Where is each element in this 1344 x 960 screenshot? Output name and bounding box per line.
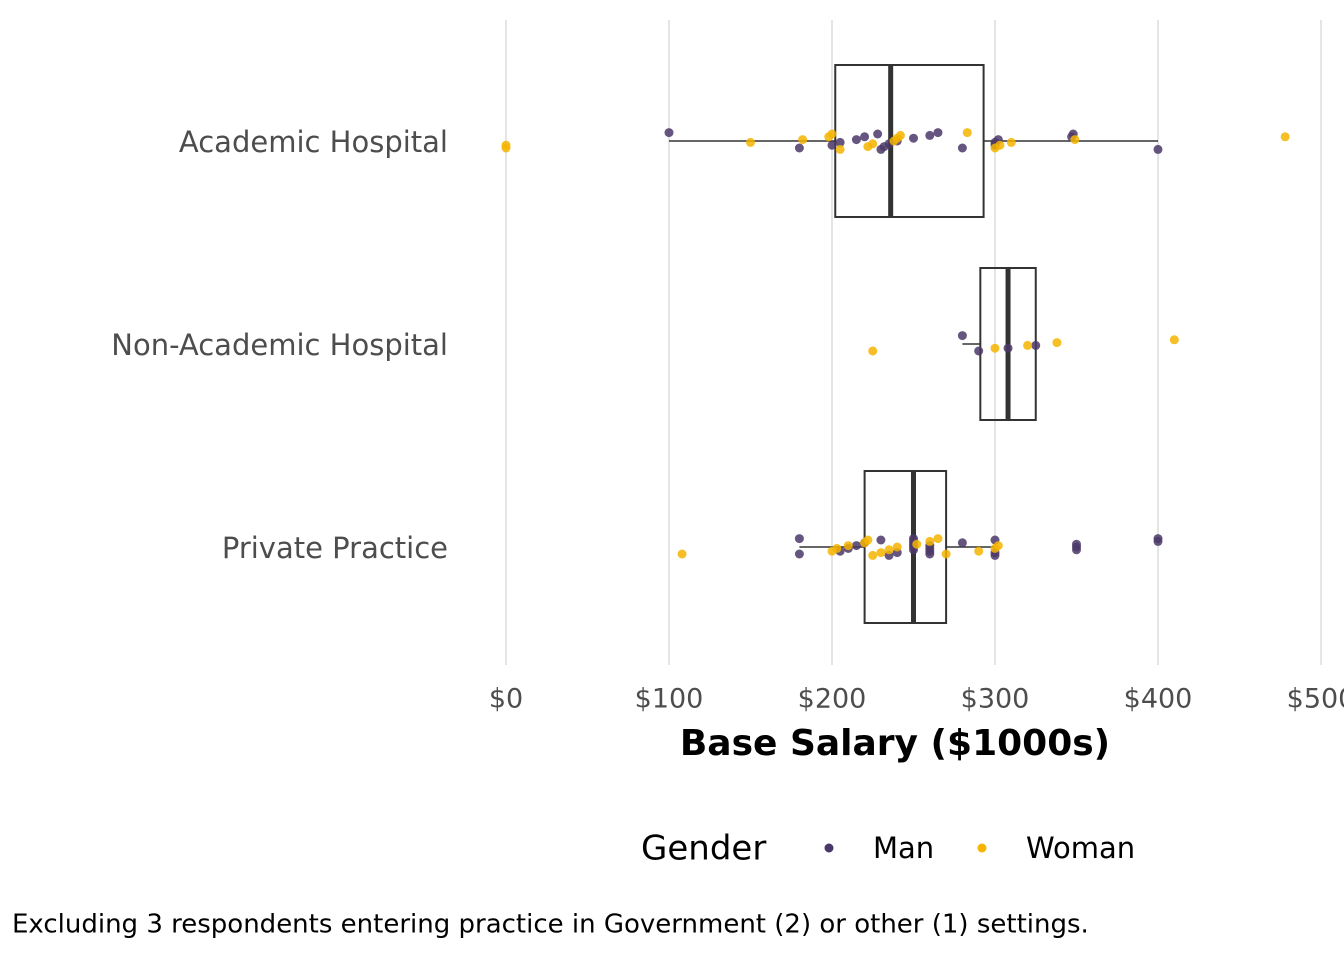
point: [1153, 144, 1163, 154]
point: [1031, 340, 1041, 350]
legend-marker: [977, 843, 987, 853]
point: [827, 129, 837, 139]
point: [1153, 534, 1163, 544]
point: [794, 143, 804, 153]
x-tick-label: $400: [1124, 684, 1193, 715]
point: [974, 546, 984, 556]
point: [664, 128, 674, 138]
point: [957, 538, 967, 548]
point: [501, 140, 511, 150]
point: [873, 129, 883, 139]
point: [933, 128, 943, 138]
point: [868, 550, 878, 560]
x-tick-label: $200: [798, 684, 867, 715]
point: [895, 130, 905, 140]
point: [794, 549, 804, 559]
point: [860, 132, 870, 142]
point: [868, 346, 878, 356]
point: [835, 137, 845, 147]
point: [677, 549, 687, 559]
point: [925, 536, 935, 546]
point: [843, 541, 853, 551]
point: [974, 346, 984, 356]
point: [957, 331, 967, 341]
x-axis-title: Base Salary ($1000s): [680, 723, 1110, 764]
point: [933, 534, 943, 544]
y-tick-label: Academic Hospital: [179, 125, 448, 159]
point: [876, 535, 886, 545]
point: [835, 144, 845, 154]
point: [832, 543, 842, 553]
point: [884, 545, 894, 555]
point: [851, 135, 861, 145]
point: [925, 130, 935, 140]
legend-marker: [824, 843, 834, 853]
y-tick-label: Non-Academic Hospital: [111, 328, 448, 362]
x-tick-label: $100: [635, 684, 704, 715]
legend-label: Man: [873, 831, 934, 865]
point: [892, 542, 902, 552]
point: [995, 140, 1005, 150]
point: [990, 343, 1000, 353]
point: [1006, 137, 1016, 147]
point: [962, 128, 972, 138]
point: [909, 133, 918, 143]
point: [1023, 340, 1033, 350]
point: [1003, 343, 1013, 353]
point: [1280, 132, 1290, 142]
point: [746, 137, 755, 147]
x-tick-label: $500: [1287, 684, 1344, 715]
point: [912, 539, 922, 549]
point: [1072, 539, 1081, 549]
x-tick-label: $300: [961, 684, 1030, 715]
point: [794, 534, 804, 544]
point: [1169, 335, 1179, 345]
point: [957, 143, 967, 153]
y-tick-label: Private Practice: [222, 531, 448, 565]
legend-title: Gender: [641, 829, 766, 869]
legend-label: Woman: [1026, 831, 1135, 865]
point: [1052, 338, 1062, 348]
caption: Excluding 3 respondents entering practic…: [12, 910, 1089, 940]
point: [1070, 135, 1080, 145]
point: [876, 548, 886, 558]
point: [863, 535, 873, 545]
point: [993, 541, 1003, 551]
x-tick-label: $0: [489, 684, 523, 715]
point: [798, 135, 808, 145]
point: [941, 549, 951, 559]
point: [851, 541, 861, 551]
point: [827, 140, 837, 150]
point: [868, 139, 878, 149]
box: [834, 64, 985, 218]
